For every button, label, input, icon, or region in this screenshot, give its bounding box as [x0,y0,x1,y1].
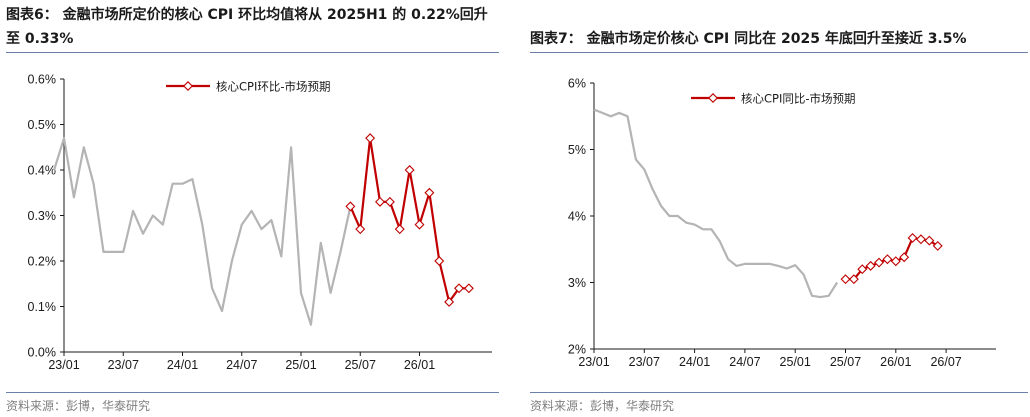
y-tick-label: 0.5% [28,118,57,132]
data-point-marker [865,260,876,271]
data-point-marker [915,234,926,245]
data-point-marker [375,196,385,207]
data-point-marker [899,252,910,263]
data-point-marker [924,235,935,246]
y-tick-label: 4% [568,210,586,224]
x-tick-label: 26/07 [930,355,961,369]
data-point-marker [907,232,918,243]
x-tick-label: 25/01 [285,358,316,372]
legend-marker [708,93,718,103]
y-tick-label: 0.4% [28,164,57,178]
data-point-marker [848,274,859,285]
data-point-marker [355,224,366,235]
data-point-marker [932,240,943,251]
y-tick-label: 0.3% [28,209,57,223]
chart-title: 图表7： 金融市场定价核心 CPI 同比在 2025 年底回升至接近 3.5% [530,31,967,47]
x-tick-label: 23/07 [629,355,660,369]
source-note: 资料来源：彭博，华泰研究 [530,399,675,413]
data-point-marker [424,187,435,198]
legend-label: 核心CPI环比-市场预期 [216,80,331,94]
x-tick-label: 25/07 [830,355,861,369]
series-line-expected [349,137,469,303]
data-point-marker [463,283,474,294]
x-tick-label: 24/01 [679,355,710,369]
data-point-marker [384,196,395,207]
x-tick-label: 25/07 [345,358,376,372]
source-divider [530,392,1028,393]
x-tick-label: 24/07 [226,358,257,372]
data-point-marker [444,296,455,307]
right-panel: 图表7： 金融市场定价核心 CPI 同比在 2025 年底回升至接近 3.5% … [526,0,1030,417]
y-tick-label: 0.0% [28,346,57,360]
data-point-marker [840,274,851,285]
source-divider [6,392,499,393]
right-chart: 2% 3% 4% 5% 6% 23/01 23/07 24/01 24/07 25/01 25/07… [568,77,996,369]
data-point-marker [434,256,445,266]
y-tick-label: 0.2% [28,255,57,269]
data-point-marker [857,264,868,275]
data-point-marker [414,219,425,230]
data-point-marker [394,224,405,235]
y-tick-label: 6% [568,77,586,91]
chart-title: 图表6： 金融市场所定价的核心 CPI 环比均值将从 2025H1 的 0.22… [6,7,488,47]
source-note: 资料来源：彭博，华泰研究 [6,399,151,413]
x-tick-label: 24/01 [167,358,198,372]
x-tick-label: 23/07 [108,358,139,372]
x-tick-label: 23/01 [48,358,79,372]
x-tick-label: 24/07 [729,355,760,369]
y-tick-label: 3% [568,276,586,290]
series-line-actual [53,137,352,326]
data-point-marker [404,165,415,175]
title-divider [6,52,499,53]
series-line-actual [593,108,839,299]
data-point-marker [454,283,464,294]
data-point-marker [345,201,356,212]
y-tick-label: 5% [568,143,586,157]
legend-label: 核心CPI同比-市场预期 [741,92,856,106]
title-divider [530,52,1028,53]
legend-marker [183,81,193,91]
left-chart: 0.0% 0.1% 0.2% 0.3% 0.4% 0.5% 0.6% 23/01 23/07 24… [28,73,492,372]
data-point-marker [882,254,893,265]
y-tick-label: 0.1% [28,300,57,314]
y-tick-label: 2% [568,343,586,357]
x-tick-label: 26/01 [404,358,435,372]
left-panel: 图表6： 金融市场所定价的核心 CPI 环比均值将从 2025H1 的 0.22… [0,0,505,417]
y-tick-label: 0.6% [28,73,57,87]
x-tick-label: 23/01 [578,355,609,369]
data-point-marker [874,257,885,268]
x-tick-label: 25/01 [780,355,811,369]
data-point-marker [365,133,376,144]
data-point-marker [890,256,901,267]
x-tick-label: 26/01 [880,355,911,369]
